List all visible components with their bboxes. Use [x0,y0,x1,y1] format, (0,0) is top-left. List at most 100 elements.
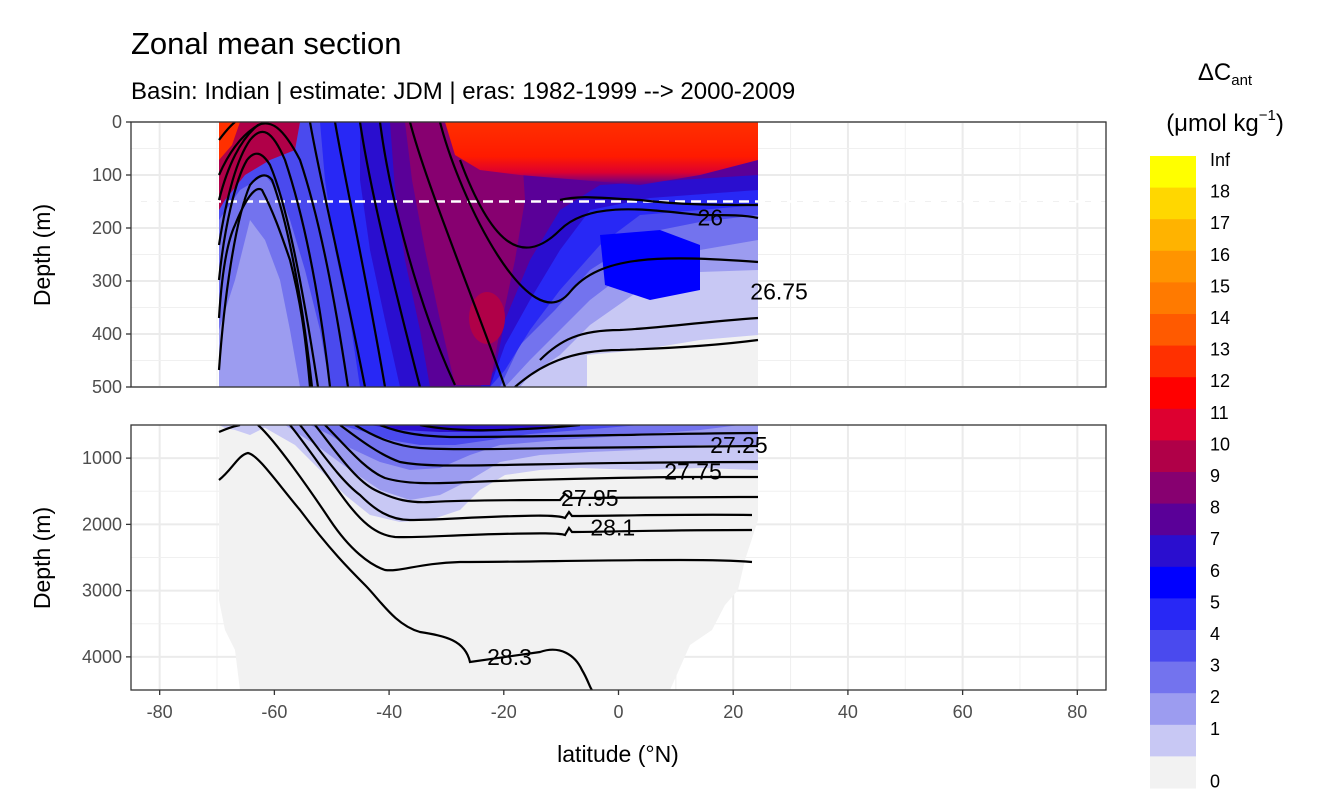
legend-label: 18 [1210,182,1230,202]
x-tick-label: -20 [491,702,517,722]
isopycnal-line [333,122,387,387]
isopycnal-line [438,122,759,304]
isopycnal-line [379,425,759,439]
contour-label: 26.75 [750,279,808,305]
legend-label: 13 [1210,340,1230,360]
legend-label: 11 [1210,403,1229,423]
isopycnal-line [324,425,759,485]
y-tick-label: 200 [92,218,122,238]
y-tick-label: 400 [92,324,122,344]
x-tick-label: 40 [838,702,858,722]
x-tick-label: -40 [376,702,402,722]
legend-color-key [1150,219,1196,252]
upper-panel-border [130,121,1107,388]
lower-panel: 1000 2000 3000 4000 Depth (m) -80 -60 -40 -20 0… [29,424,1107,767]
chart-title: Zonal mean section [131,26,402,61]
legend-color-key [1150,250,1196,283]
y-tick-label: 1000 [82,448,122,468]
isopycnal-line [218,122,236,141]
legend-label: 14 [1210,308,1230,328]
x-tick-label: 20 [723,702,743,722]
contour-label: 28.3 [487,644,532,670]
legend-color-key [1150,314,1196,347]
legend-label: 2 [1210,687,1220,707]
legend-color-key [1150,472,1196,505]
legend-label: 8 [1210,498,1220,518]
chart-subtitle: Basin: Indian | estimate: JDM | eras: 19… [131,78,795,105]
isopycnal-line [217,122,350,387]
legend-color-key [1150,630,1196,663]
legend-label: 16 [1210,245,1230,265]
legend-color-key [1150,724,1196,757]
isopycnal-line [354,425,759,451]
legend-color-key [1150,535,1196,568]
legend-color-key [1150,503,1196,536]
isopycnal-line [419,425,581,432]
upper-panel: 0 100 200 300 400 500 Depth (m) [29,112,1107,397]
legend-unit: (μmol kg−1) [1166,107,1284,137]
upper-panel-field [131,122,1106,387]
legend-label: Inf [1210,150,1231,170]
isopycnal-line [217,187,312,387]
legend-label: 1 [1210,719,1220,739]
field-band-6-pool [600,230,700,300]
contour-label: 28.1 [590,515,635,541]
field-surface-south-hot [219,122,240,160]
contour-label: 26 [697,204,723,230]
legend-color-key [1150,282,1196,315]
legend-label: 12 [1210,371,1230,391]
lower-isopycnals [218,425,759,690]
legend-title-subscript: ant [1231,72,1253,89]
field-band-10-core [469,292,505,344]
legend-unit-prefix: (μmol kg [1166,110,1259,137]
x-tick-label: 60 [953,702,973,722]
y-tick-label: 300 [92,271,122,291]
legend-unit-superscript: −1 [1259,107,1276,124]
isopycnal-line [217,174,314,387]
x-tick-label: 0 [613,702,623,722]
legend-color-key [1150,756,1196,789]
isopycnal-line [257,425,753,572]
legend-label: 6 [1210,561,1220,581]
legend-unit-suffix: ) [1276,110,1284,137]
x-axis-title: latitude (°N) [557,741,679,767]
legend-color-key [1150,661,1196,694]
lower-y-axis-title: Depth (m) [29,507,55,609]
legend-label: 4 [1210,624,1220,644]
legend-color-key [1150,440,1196,473]
isopycnal-line [217,122,266,176]
legend-color-key [1150,187,1196,220]
field-surface-south [219,122,300,210]
isopycnal-line [217,130,332,387]
lower-y-axis: 1000 2000 3000 4000 [82,448,131,667]
legend: ΔCant (μmol kg−1) Inf1817161514131211109… [1150,59,1284,791]
y-tick-label: 3000 [82,581,122,601]
isopycnal-line [514,338,759,387]
legend-label: 7 [1210,529,1220,549]
y-tick-label: 0 [112,112,122,132]
isopycnal-line [378,122,456,386]
y-tick-label: 100 [92,165,122,185]
legend-color-key [1150,156,1196,189]
lower-panel-field [218,425,759,690]
isopycnal-line [217,152,320,387]
upper-y-axis: 0 100 200 300 400 500 [92,112,131,397]
x-tick-label: -80 [147,702,173,722]
isopycnal-line [314,425,759,504]
isopycnal-line [559,196,759,207]
legend-label: 3 [1210,656,1220,676]
legend-title-symbol: ΔC [1198,59,1231,86]
isopycnal-line [458,159,759,249]
legend-color-key [1150,693,1196,726]
legend-color-key [1150,377,1196,410]
isopycnal-line [339,425,759,467]
y-tick-label: 4000 [82,647,122,667]
legend-color-key [1150,598,1196,631]
legend-label: 0 [1210,771,1220,791]
legend-label: 9 [1210,466,1220,486]
isopycnal-line [539,316,759,361]
isopycnal-line [408,122,507,387]
